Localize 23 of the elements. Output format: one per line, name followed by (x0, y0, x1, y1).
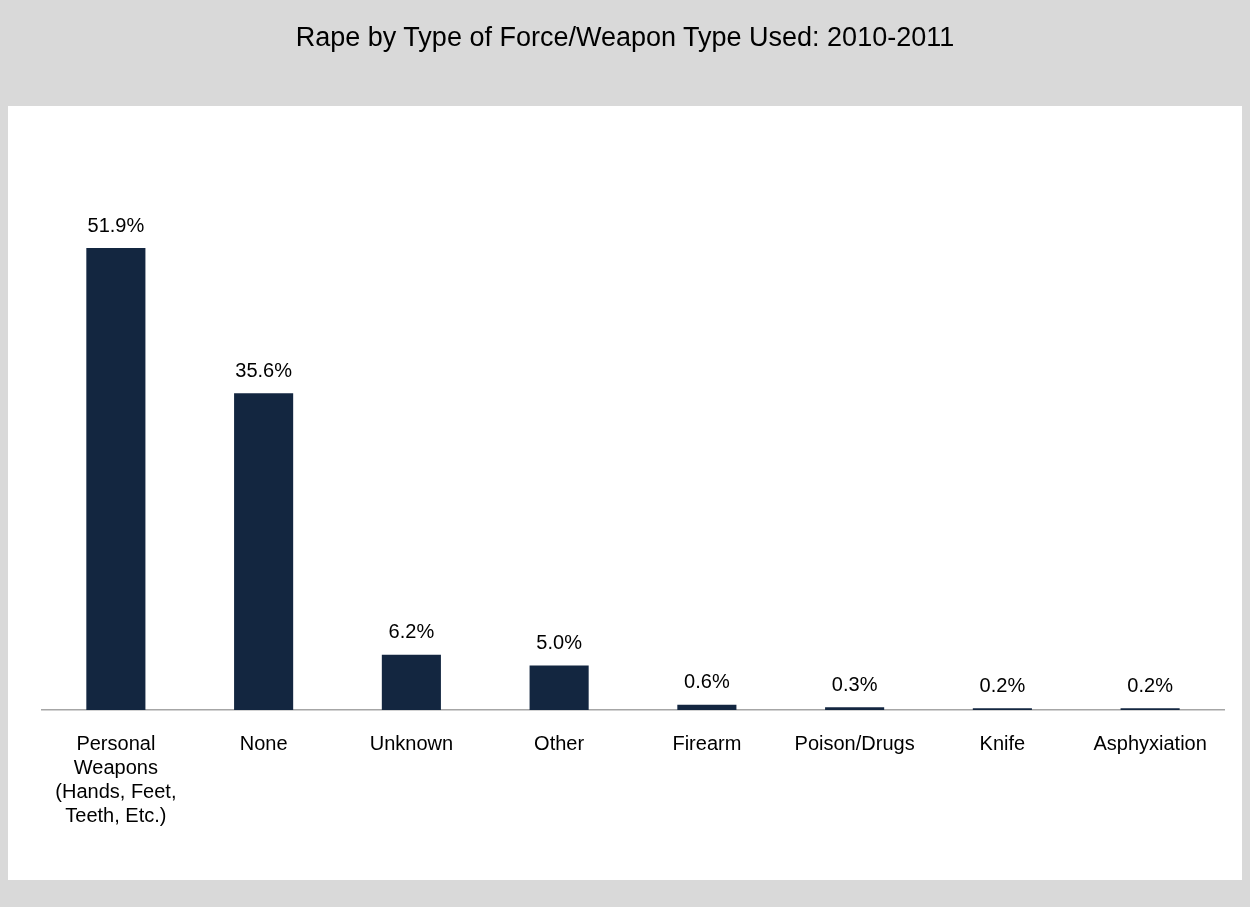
bar (381, 654, 441, 710)
x-tick-label: Firearm (672, 731, 742, 754)
data-label: 0.6% (684, 670, 730, 693)
data-label: 51.9% (87, 213, 145, 236)
data-label: 0.2% (1127, 673, 1174, 696)
bar (529, 665, 589, 710)
bar (234, 393, 294, 710)
x-tick-label: Asphyxiation (1093, 731, 1207, 754)
x-tick-label: None (239, 731, 288, 754)
x-tick-label: Knife (979, 731, 1026, 754)
data-label: 35.6% (235, 358, 293, 381)
x-tick-label: Personal Weapons (Hands, Feet, Teeth, Etc.) (55, 731, 177, 826)
bar (825, 707, 885, 710)
x-tick-label: Poison/Drugs (794, 731, 915, 754)
data-label: 0.3% (831, 672, 878, 695)
chart-title: Rape by Type of Force/Weapon Type Used: 2010-2011 (294, 22, 956, 53)
x-tick-label: Unknown (369, 731, 454, 754)
bar (677, 704, 737, 710)
data-label: 6.2% (388, 620, 435, 643)
bar (86, 248, 146, 710)
data-label: 0.2% (979, 673, 1026, 696)
data-label: 5.0% (536, 631, 583, 654)
x-tick-label: Other (534, 731, 585, 754)
